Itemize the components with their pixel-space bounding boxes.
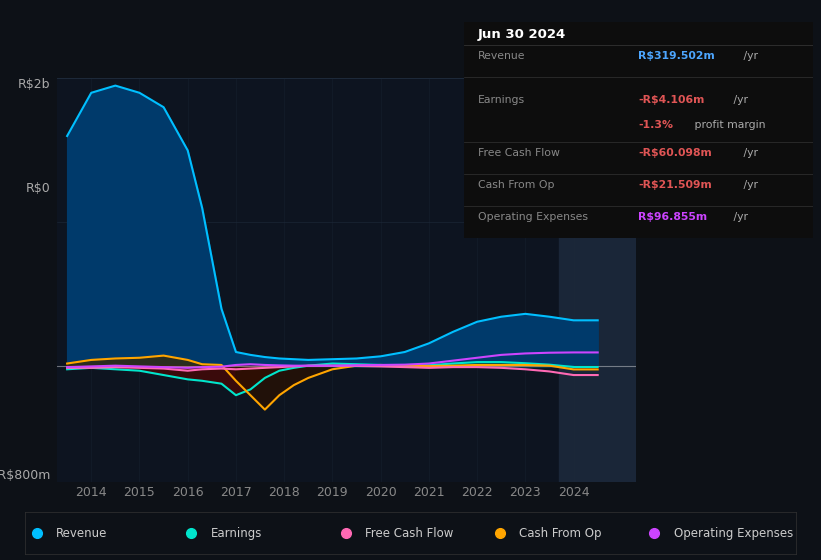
- Text: -1.3%: -1.3%: [639, 120, 673, 130]
- Text: Cash From Op: Cash From Op: [520, 527, 602, 540]
- Text: /yr: /yr: [740, 52, 758, 61]
- Text: Operating Expenses: Operating Expenses: [674, 527, 793, 540]
- Text: R$319.502m: R$319.502m: [639, 52, 715, 61]
- Text: R$96.855m: R$96.855m: [639, 212, 708, 222]
- Text: Free Cash Flow: Free Cash Flow: [365, 527, 453, 540]
- Text: Jun 30 2024: Jun 30 2024: [478, 28, 566, 41]
- Text: /yr: /yr: [740, 148, 758, 158]
- Bar: [559, 78, 636, 482]
- Text: profit margin: profit margin: [690, 120, 765, 130]
- Text: -R$60.098m: -R$60.098m: [639, 148, 712, 158]
- Text: /yr: /yr: [730, 95, 748, 105]
- Text: R$0: R$0: [25, 182, 51, 195]
- Text: Revenue: Revenue: [57, 527, 108, 540]
- Text: Earnings: Earnings: [211, 527, 262, 540]
- Text: -R$800m: -R$800m: [0, 469, 51, 482]
- Text: -R$21.509m: -R$21.509m: [639, 180, 712, 190]
- Text: Free Cash Flow: Free Cash Flow: [478, 148, 560, 158]
- Text: /yr: /yr: [730, 212, 748, 222]
- Text: -R$4.106m: -R$4.106m: [639, 95, 704, 105]
- Text: Operating Expenses: Operating Expenses: [478, 212, 588, 222]
- Text: Cash From Op: Cash From Op: [478, 180, 554, 190]
- Text: /yr: /yr: [740, 180, 758, 190]
- Text: Revenue: Revenue: [478, 52, 525, 61]
- Text: R$2b: R$2b: [18, 78, 51, 91]
- Text: Earnings: Earnings: [478, 95, 525, 105]
